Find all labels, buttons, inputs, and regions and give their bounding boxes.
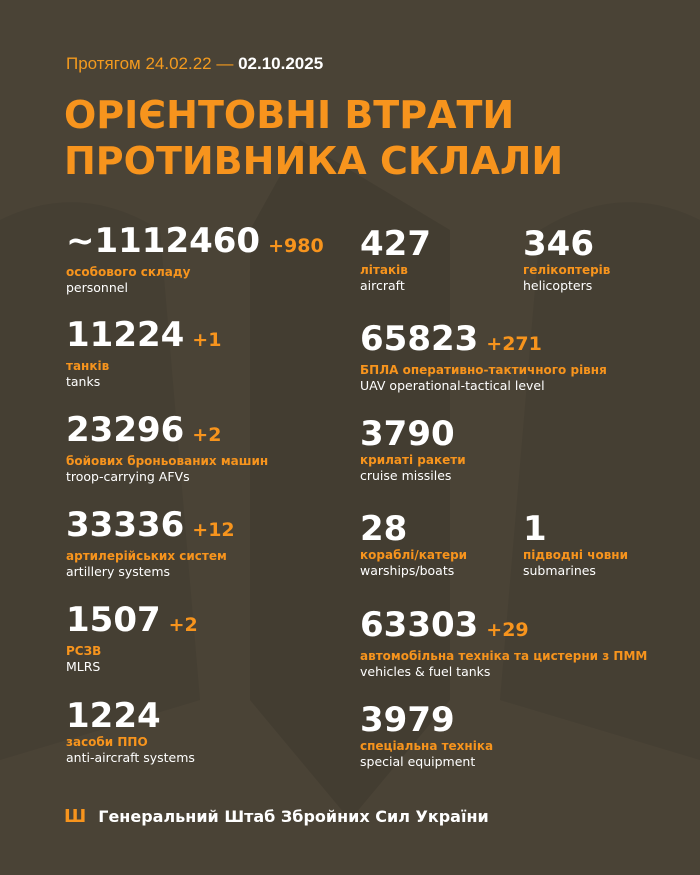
stat-value: 65823 +271 — [360, 319, 542, 359]
stat-value: 11224 +1 — [66, 315, 222, 355]
stat-left-3: 33336 +12 артилерійських систем artillery… — [66, 506, 235, 580]
stat-label-ua: засоби ППО — [66, 735, 148, 749]
stat-left-4: 1507 +2 РСЗВ MLRS — [66, 601, 198, 675]
stat-value: 23296 +2 — [66, 410, 222, 450]
stat-value: 33336 +12 — [66, 505, 235, 545]
stat-left-1: 11224 +1 танків tanks — [66, 316, 221, 390]
stat-value: 3790 — [360, 414, 455, 454]
stat-right-3: 3790 крилаті ракети cruise missiles — [360, 415, 466, 484]
stat-right-5: 1 підводні човни submarines — [523, 510, 628, 579]
stat-label-ua: особового складу — [66, 265, 191, 279]
page-title: ОРІЄНТОВНІ ВТРАТИ ПРОТИВНИКА СКЛАЛИ — [64, 93, 564, 183]
stat-value: ~1112460 +980 — [66, 221, 324, 261]
stat-increase: +29 — [486, 619, 529, 641]
stat-label-ua: БПЛА оперативно-тактичного рівня — [360, 363, 607, 377]
tryzub-icon: Ш — [64, 806, 87, 827]
stat-increase: +12 — [192, 519, 235, 541]
stat-label-en: vehicles & fuel tanks — [360, 664, 491, 679]
stat-label-en: cruise missiles — [360, 468, 452, 483]
stat-right-4: 28 кораблі/катери warships/boats — [360, 510, 467, 579]
stat-left-2: 23296 +2 бойових броньованих машин troop-… — [66, 411, 268, 485]
stat-right-2: 65823 +271 БПЛА оперативно-тактичного рів… — [360, 320, 607, 394]
stat-value: 427 — [360, 224, 431, 264]
stat-label-ua: спеціальна техніка — [360, 739, 494, 753]
stat-right-0: 427 літаків aircraft — [360, 225, 431, 294]
stat-label-en: personnel — [66, 280, 128, 295]
stat-increase: +1 — [192, 329, 222, 351]
stat-label-en: warships/boats — [360, 563, 455, 578]
footer-text: Генеральний Штаб Збройних Сил України — [98, 807, 489, 826]
stat-value: 346 — [523, 224, 594, 264]
stat-label-en: anti-aircraft systems — [66, 750, 195, 765]
stat-label-en: troop-carrying AFVs — [66, 469, 190, 484]
stat-label-ua: РСЗВ — [66, 644, 102, 658]
stat-increase: +980 — [268, 235, 324, 257]
stat-label-ua: літаків — [360, 263, 408, 277]
stat-label-ua: бойових броньованих машин — [66, 454, 269, 468]
stat-value: 1507 +2 — [66, 600, 198, 640]
stat-label-ua: артилерійських систем — [66, 549, 227, 563]
stat-value: 1 — [523, 509, 547, 549]
stat-label-en: special equipment — [360, 754, 476, 769]
stat-label-ua: кораблі/катери — [360, 548, 468, 562]
stat-value: 28 — [360, 509, 408, 549]
footer: Ш Генеральний Штаб Збройних Сил України — [64, 806, 489, 827]
stat-label-en: aircraft — [360, 278, 405, 293]
stat-increase: +2 — [192, 424, 222, 446]
stat-left-0: ~1112460 +980 особового складу personnel — [66, 222, 324, 296]
stat-increase: +271 — [486, 333, 542, 355]
stat-label-en: helicopters — [523, 278, 593, 293]
stat-value: 63303 +29 — [360, 605, 529, 645]
stat-label-en: tanks — [66, 374, 101, 389]
stat-right-1: 346 гелікоптерів helicopters — [523, 225, 610, 294]
stat-value: 1224 — [66, 696, 161, 736]
stat-label-en: MLRS — [66, 659, 101, 674]
stat-label-ua: крилаті ракети — [360, 453, 466, 467]
stat-left-5: 1224 засоби ППО anti-aircraft systems — [66, 697, 195, 766]
stat-label-ua: танків — [66, 359, 110, 373]
stat-label-ua: гелікоптерів — [523, 263, 611, 277]
period-subtitle: Протягом 24.02.22 — 02.10.2025 — [66, 54, 324, 73]
stat-label-ua: автомобільна техніка та цистерни з ПММ — [360, 649, 648, 663]
stat-label-en: submarines — [523, 563, 596, 578]
stat-right-6: 63303 +29 автомобільна техніка та цистерн… — [360, 606, 647, 680]
stat-value: 3979 — [360, 700, 455, 740]
stat-right-7: 3979 спеціальна техніка special equipmen… — [360, 701, 493, 770]
stat-label-en: UAV operational-tactical level — [360, 378, 545, 393]
stat-increase: +2 — [168, 614, 198, 636]
stat-label-en: artillery systems — [66, 564, 171, 579]
stat-label-ua: підводні човни — [523, 548, 628, 562]
